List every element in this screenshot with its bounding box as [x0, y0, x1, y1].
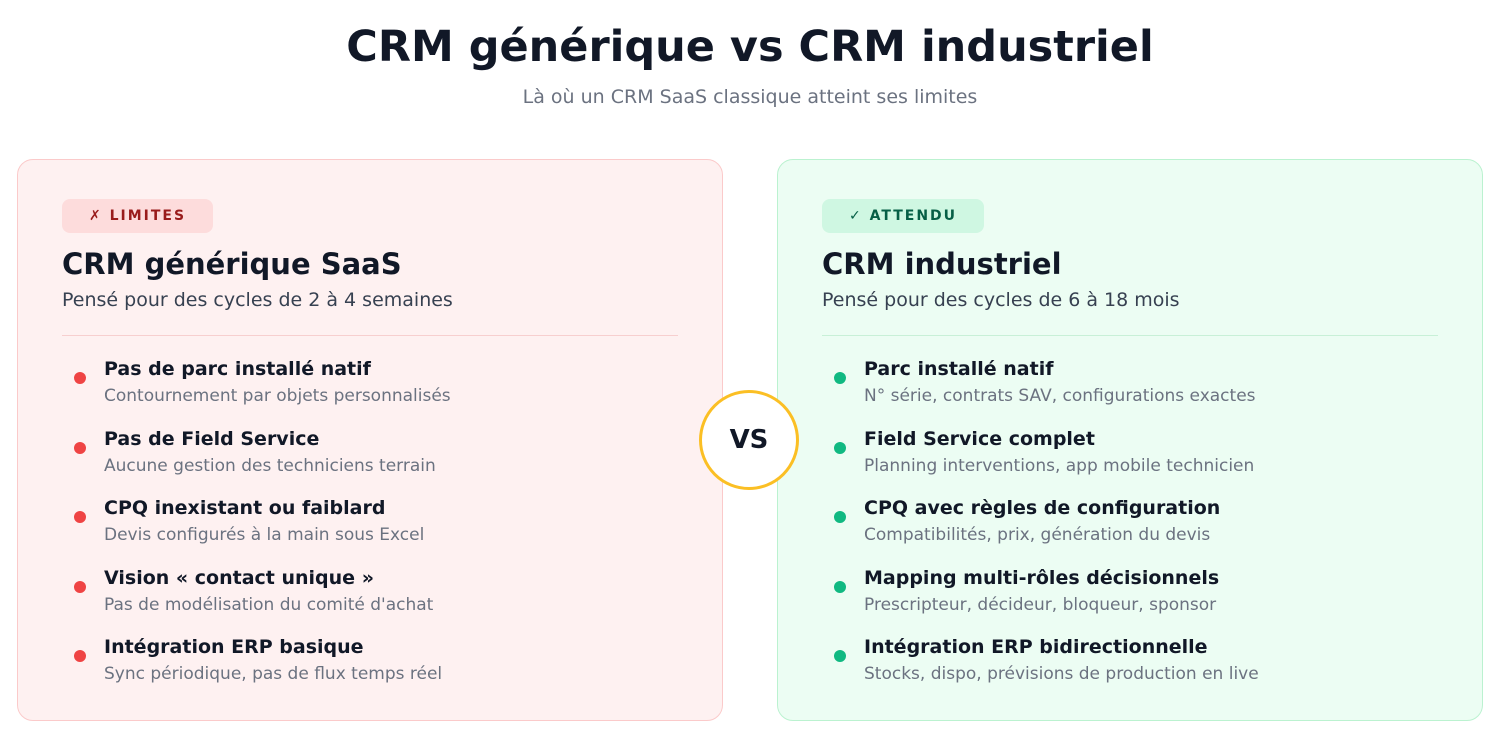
badge: ✓ ATTENDU — [822, 199, 985, 233]
list-item: Intégration ERP bidirectionnelle Stocks, … — [822, 636, 1438, 706]
subtitle: Là où un CRM SaaS classique atteint ses … — [522, 86, 978, 108]
list-item: Pas de parc installé natif Contournement … — [62, 358, 678, 428]
item-title: Pas de parc installé natif — [104, 358, 371, 380]
item-desc: Devis configurés à la main sous Excel — [104, 525, 425, 545]
vs-badge: VS — [699, 390, 799, 490]
list-item: Vision « contact unique » Pas de modélisa… — [62, 567, 678, 637]
title: CRM générique vs CRM industriel — [346, 22, 1154, 72]
item-title: Intégration ERP basique — [104, 636, 364, 658]
item-desc: Stocks, dispo, prévisions de production … — [864, 664, 1259, 684]
list-item: Mapping multi-rôles décisionnels Prescrip… — [822, 567, 1438, 637]
item-title: CPQ inexistant ou faiblard — [104, 497, 386, 519]
card-title: CRM générique SaaS — [62, 247, 402, 281]
list-item: Pas de Field Service Aucune gestion des t… — [62, 428, 678, 498]
item-desc: N° série, contrats SAV, configurations e… — [864, 386, 1256, 406]
item-desc: Planning interventions, app mobile techn… — [864, 455, 1255, 476]
item-desc: Sync périodique, pas de flux temps réel — [104, 664, 443, 684]
list-item: Field Service complet Planning interventi… — [822, 428, 1438, 498]
list-item: Intégration ERP basique Sync périodique, … — [62, 636, 678, 706]
card-title: CRM industriel — [822, 247, 1062, 281]
item-title: CPQ avec règles de configuration — [864, 497, 1221, 519]
badge: ✗ LIMITES — [62, 199, 214, 233]
list-item: Parc installé natif N° série, contrats SA… — [822, 358, 1438, 428]
divider — [62, 335, 678, 336]
card-subtitle: Pensé pour des cycles de 2 à 4 semaines — [62, 289, 453, 311]
item-desc: Aucune gestion des techniciens terrain — [104, 455, 436, 476]
item-title: Field Service complet — [864, 427, 1095, 450]
card-subtitle: Pensé pour des cycles de 6 à 18 mois — [822, 289, 1180, 311]
item-title: Parc installé natif — [864, 358, 1054, 380]
item-title: Vision « contact unique » — [104, 566, 374, 589]
item-desc: Contournement par objets personnalisés — [104, 386, 451, 406]
item-desc: Prescripteur, décideur, bloqueur, sponso… — [864, 594, 1217, 615]
item-desc: Pas de modélisation du comité d'achat — [104, 594, 434, 615]
item-title: Pas de Field Service — [104, 427, 320, 450]
item-title: Mapping multi-rôles décisionnels — [864, 566, 1220, 589]
item-desc: Compatibilités, prix, génération du devi… — [864, 525, 1211, 545]
list-item: CPQ avec règles de configuration Compatib… — [822, 497, 1438, 567]
item-title: Intégration ERP bidirectionnelle — [864, 636, 1208, 658]
divider — [822, 335, 1438, 336]
card: ✓ ATTENDU CRM industriel Pensé pour des cy… — [777, 159, 1483, 721]
card: ✗ LIMITES CRM générique SaaS Pensé pour de… — [17, 159, 723, 721]
list-item: CPQ inexistant ou faiblard Devis configur… — [62, 497, 678, 567]
